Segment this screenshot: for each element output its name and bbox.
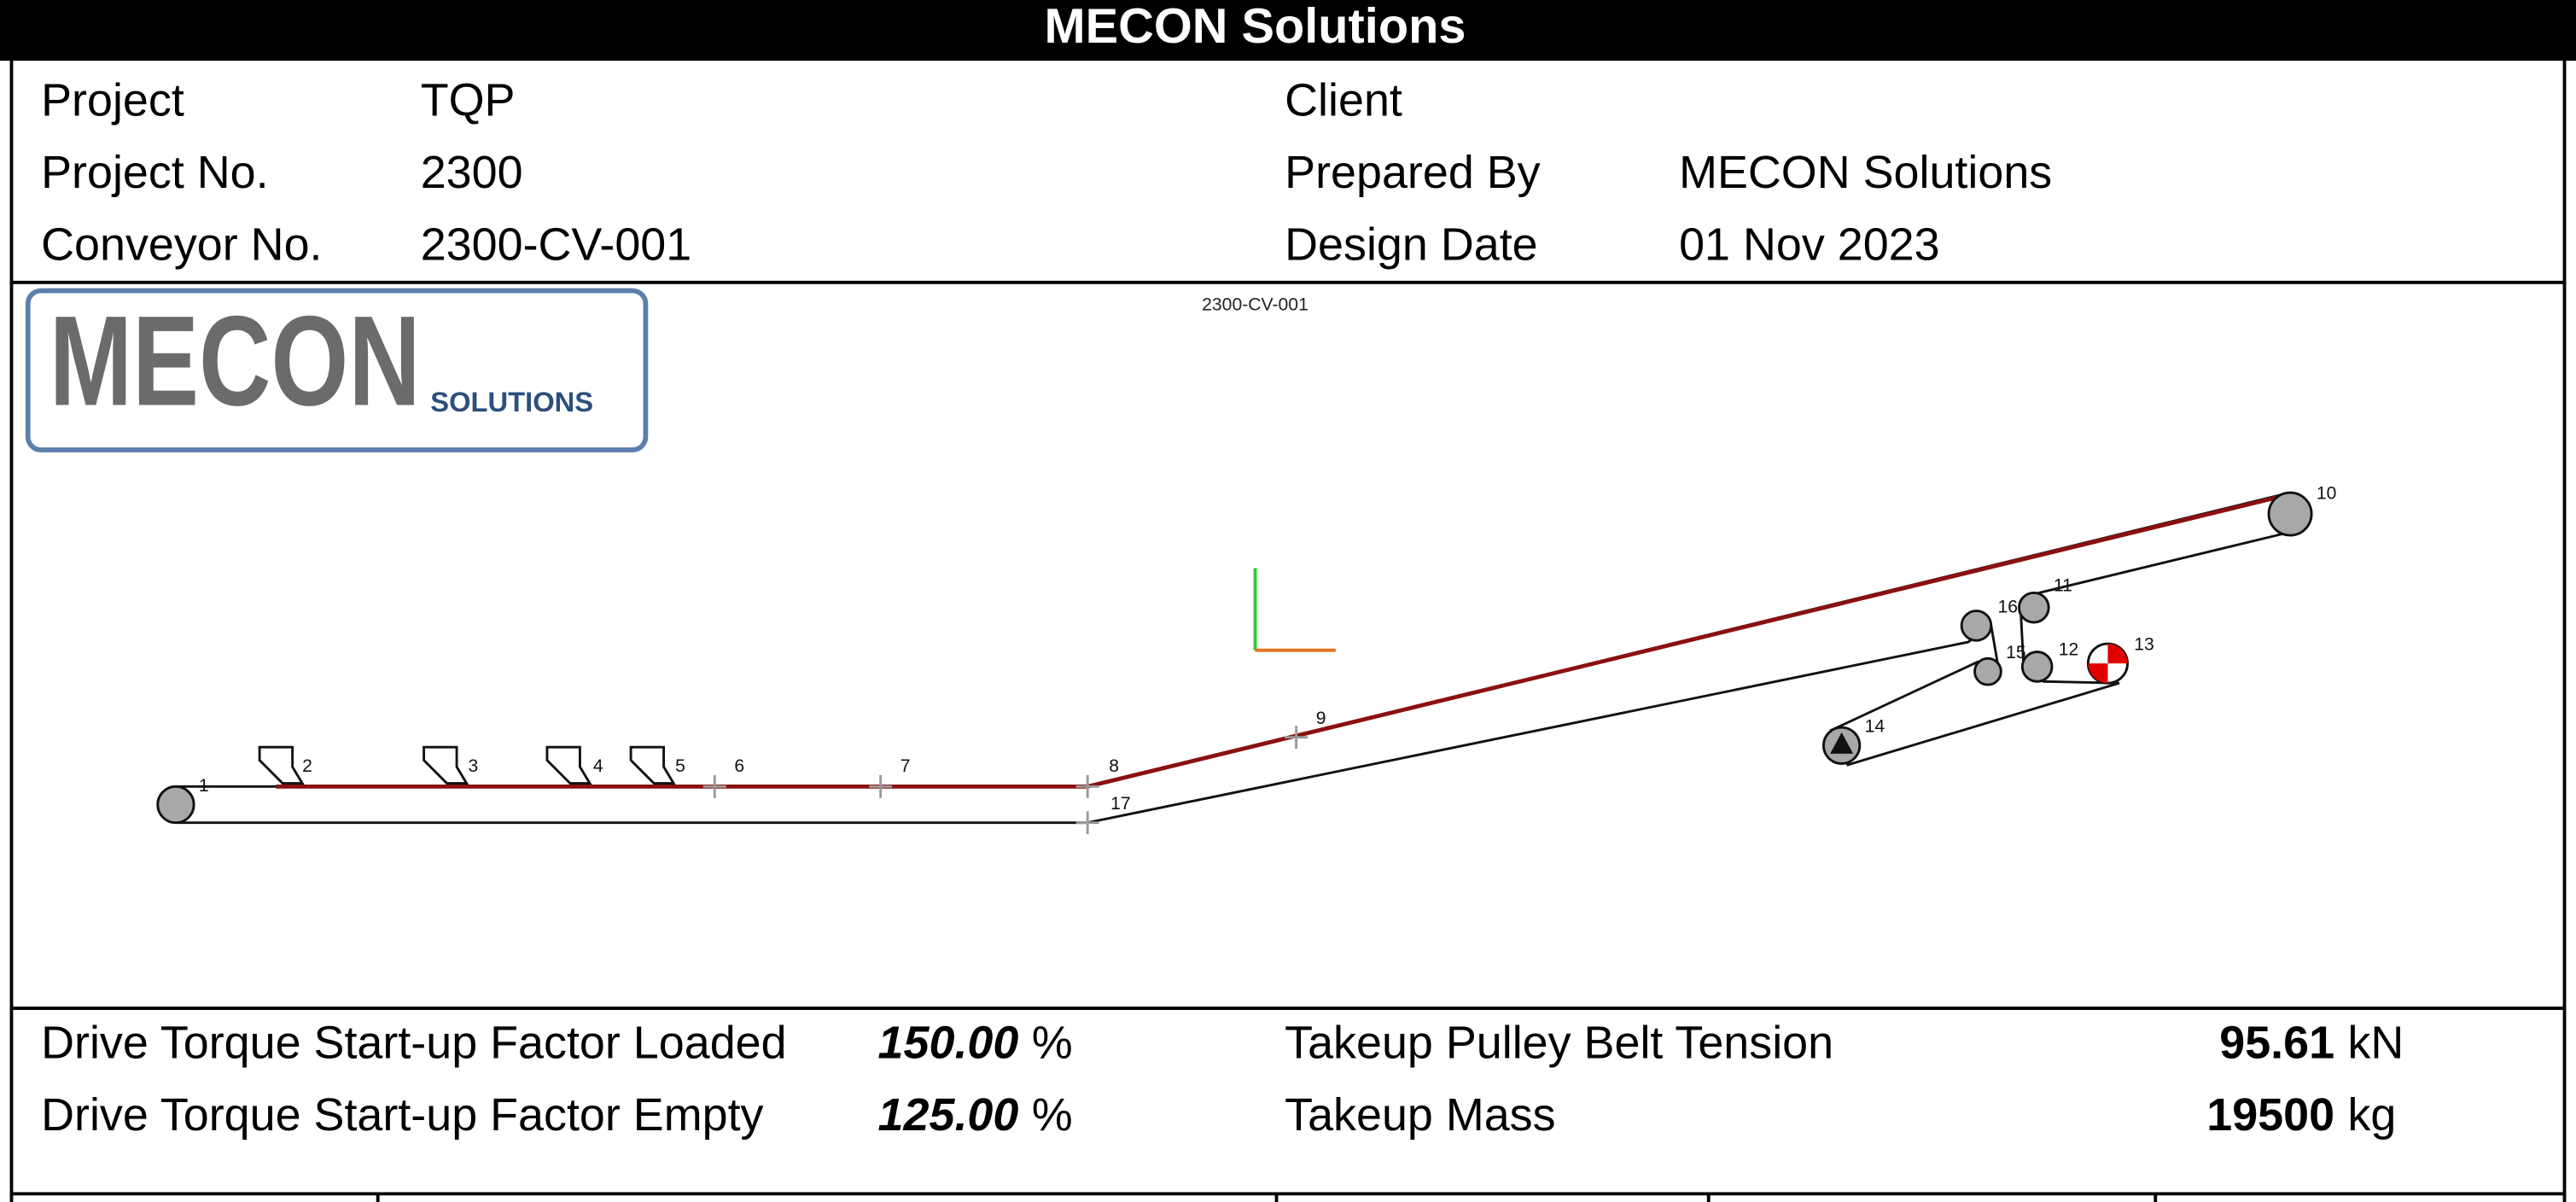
parameter-unit: kN bbox=[2347, 1018, 2404, 1069]
parameter-label: Drive Torque Start-up Factor Empty bbox=[41, 1089, 763, 1141]
logo-tagline: SOLUTIONS bbox=[430, 386, 593, 417]
info-value: TQP bbox=[421, 74, 516, 125]
info-value: 01 Nov 2023 bbox=[1679, 219, 1940, 271]
diagram-caption: 2300-CV-001 bbox=[1202, 295, 1308, 314]
header-bar bbox=[0, 0, 2576, 61]
info-value: MECON Solutions bbox=[1679, 147, 2052, 198]
parameter-label: Drive Torque Start-up Factor Loaded bbox=[41, 1018, 786, 1069]
feed-chute bbox=[545, 745, 592, 785]
node-label: 10 bbox=[2317, 484, 2337, 504]
node-label: 9 bbox=[1316, 709, 1326, 728]
logo-name: MECON bbox=[50, 289, 421, 432]
node-label: 5 bbox=[675, 756, 685, 776]
parameter-unit: kg bbox=[2347, 1089, 2396, 1141]
belt bbox=[175, 491, 2291, 825]
node-label: 7 bbox=[900, 756, 911, 776]
carry-belt-load bbox=[276, 492, 2291, 789]
feed-chute bbox=[629, 745, 676, 785]
info-value: 2300 bbox=[421, 147, 523, 198]
pulley bbox=[156, 785, 195, 825]
node-label: 3 bbox=[469, 756, 479, 776]
logo: MECON SOLUTIONS bbox=[25, 288, 649, 452]
frame bbox=[9, 61, 2567, 1202]
parameter-label: Takeup Mass bbox=[1285, 1089, 1555, 1141]
info-label: Conveyor No. bbox=[41, 219, 322, 271]
info-value: 2300-CV-001 bbox=[421, 219, 692, 271]
node-label: 2 bbox=[302, 756, 312, 776]
node-label: 11 bbox=[2054, 575, 2072, 595]
feed-chute bbox=[423, 745, 469, 785]
header-title: MECON Solutions bbox=[1045, 0, 1466, 54]
pulley bbox=[2267, 491, 2313, 537]
node-label: 6 bbox=[734, 756, 744, 776]
parameter-value: 19500 bbox=[2206, 1089, 2334, 1141]
node-label: 15 bbox=[2006, 643, 2026, 662]
node-label: 13 bbox=[2134, 635, 2154, 655]
pulley bbox=[1973, 656, 2002, 686]
pulley bbox=[2020, 651, 2054, 683]
info-label: Project No. bbox=[41, 147, 268, 198]
pulley bbox=[1960, 610, 1993, 642]
takeup-quadrant bbox=[2088, 663, 2108, 684]
feed-chute bbox=[258, 745, 305, 785]
info-label: Project bbox=[41, 74, 184, 125]
info-label: Prepared By bbox=[1285, 147, 1541, 198]
node-label: 16 bbox=[1997, 597, 2018, 616]
parameter-unit: % bbox=[1032, 1018, 1073, 1069]
axes-indicator bbox=[1253, 568, 1336, 652]
parameter-value: 150.00 bbox=[878, 1018, 1019, 1069]
node-label: 1 bbox=[199, 776, 209, 796]
parameter-label: Takeup Pulley Belt Tension bbox=[1285, 1018, 1833, 1069]
node-label: 12 bbox=[2059, 639, 2079, 659]
pulley bbox=[2018, 591, 2050, 624]
info-label: Design Date bbox=[1285, 219, 1537, 271]
info-label: Client bbox=[1285, 74, 1402, 125]
node-label: 17 bbox=[1110, 794, 1131, 814]
parameter-value: 95.61 bbox=[2219, 1018, 2334, 1069]
node-label: 14 bbox=[1865, 717, 1885, 737]
node-label: 8 bbox=[1109, 756, 1119, 776]
takeup-quadrant bbox=[2107, 644, 2128, 664]
parameter-unit: % bbox=[1032, 1089, 1073, 1141]
parameter-value: 125.00 bbox=[878, 1089, 1019, 1141]
tension-marker bbox=[1830, 732, 1854, 754]
node-label: 4 bbox=[593, 756, 603, 776]
